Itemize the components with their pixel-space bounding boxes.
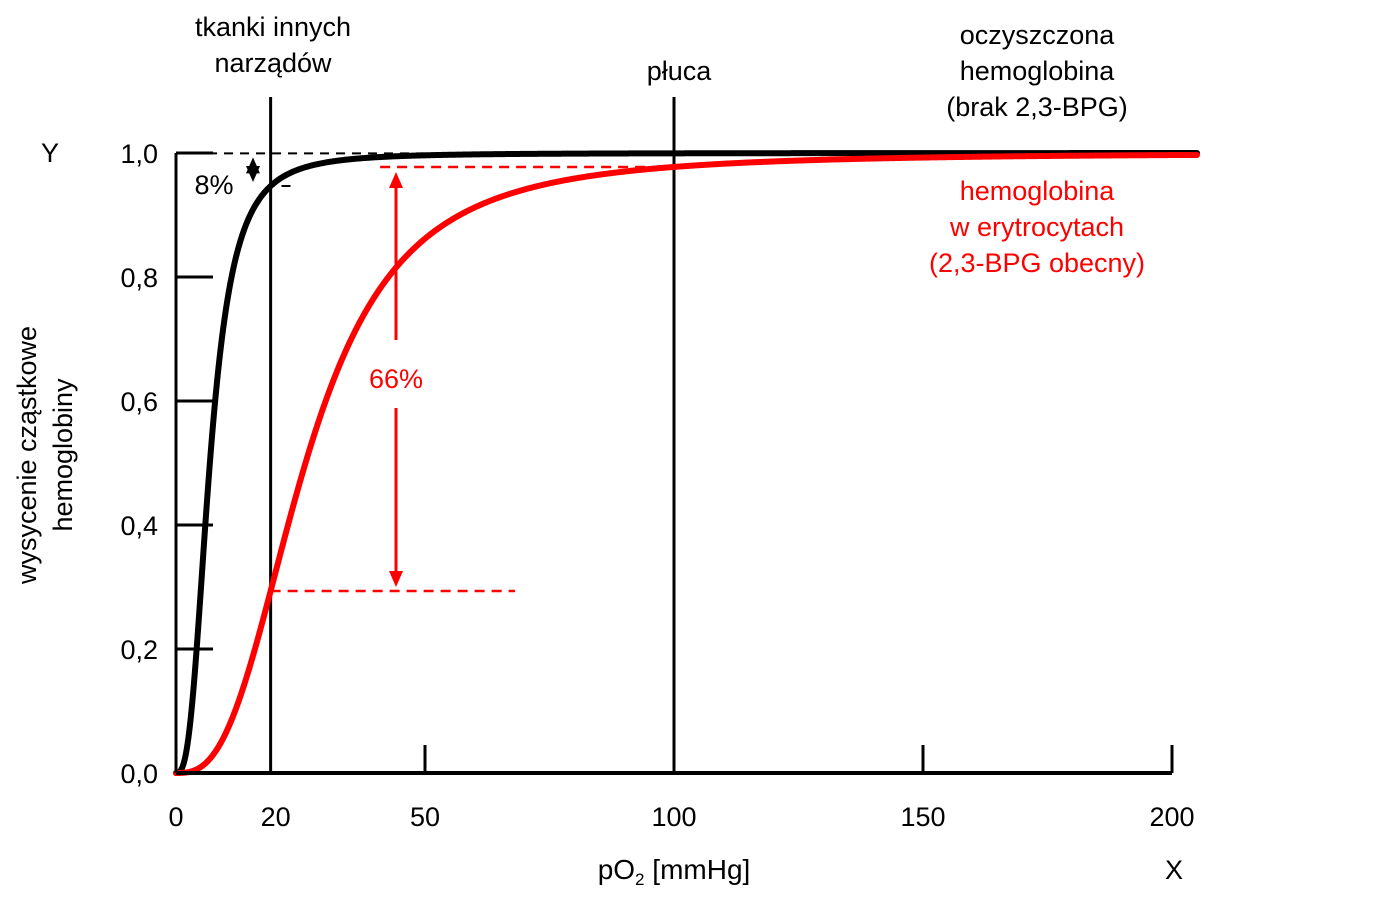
y-tick-label: 1,0: [120, 139, 158, 169]
series-label-1: (2,3-BPG obecny): [929, 248, 1145, 278]
series-label-1: hemoglobina: [960, 176, 1116, 206]
x-tick-label: 0: [168, 802, 183, 832]
x-axis-label: pO2 [mmHg]: [598, 854, 751, 889]
y-axis-label-line: hemoglobiny: [48, 378, 78, 532]
x-tick-label: 20: [261, 802, 291, 832]
annotation-label: 8%: [194, 170, 233, 200]
y-tick-label: 0,8: [120, 263, 158, 293]
annotation-8-arrow-head-bottom: [246, 166, 260, 183]
series-curves: [173, 150, 1200, 776]
axes: [174, 151, 1174, 775]
y-tick-label: 0,4: [120, 511, 158, 541]
series-label-0: oczyszczona: [960, 20, 1116, 50]
x-tick-label: 200: [1149, 802, 1194, 832]
y-axis-label: wysycenie cząstkowe hemoglobiny: [12, 326, 78, 585]
x-tick-label: 150: [900, 802, 945, 832]
y-axis-label-line: wysycenie cząstkowe: [12, 326, 42, 585]
x-axis-label-unit: [mmHg]: [645, 854, 751, 885]
x-axis-letter: X: [1165, 855, 1183, 885]
series-label-0: (brak 2,3-BPG): [946, 92, 1128, 122]
annotation-label: 66%: [369, 364, 423, 394]
series-label-0: hemoglobina: [960, 56, 1116, 86]
series-curve-0: [173, 150, 1200, 776]
y-tick-label: 0,6: [120, 387, 158, 417]
annotation-66-arrow-head-bottom: [389, 571, 403, 588]
reference-lines: [269, 97, 676, 773]
y-tick-label: 0,0: [120, 759, 158, 789]
x-tick-label: 100: [651, 802, 696, 832]
series-curve-1: [173, 152, 1200, 776]
annotation-66-arrow-head-top: [389, 171, 403, 188]
x-axis-label-main: pO: [598, 854, 635, 885]
reference-label: płuca: [647, 56, 713, 86]
series-label-1: w erytrocytach: [949, 212, 1124, 242]
x-tick-label: 50: [410, 802, 440, 832]
y-tick-label: 0,2: [120, 635, 158, 665]
reference-label: tkanki innych: [195, 12, 351, 42]
reference-label: narządów: [214, 48, 332, 78]
y-axis-letter: Y: [41, 138, 59, 168]
x-axis-label-sub: 2: [635, 870, 644, 889]
